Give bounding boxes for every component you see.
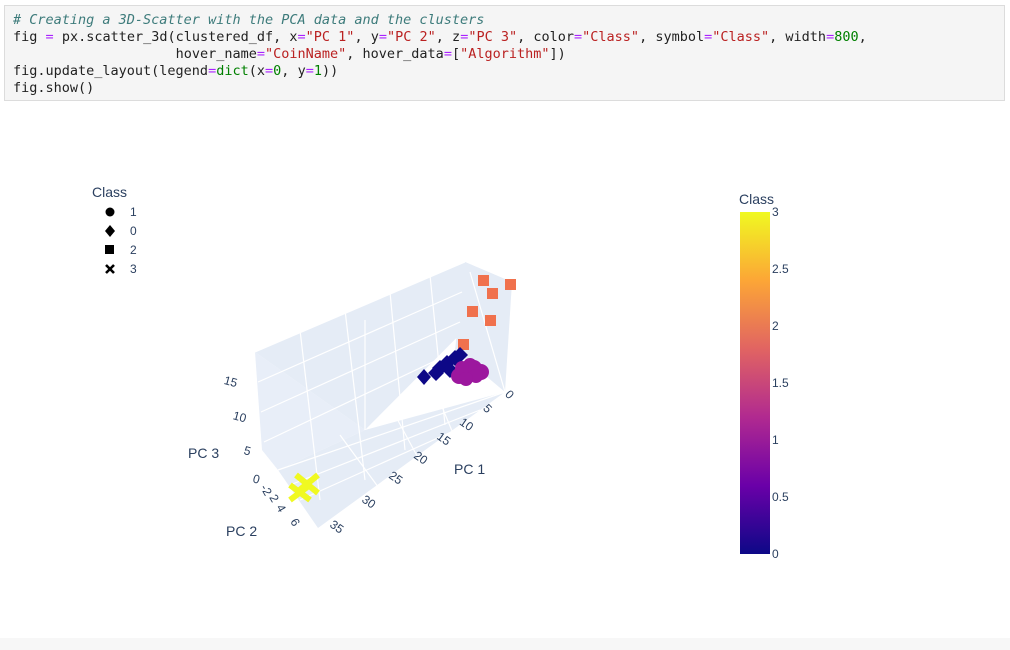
code-line-3: hover_name="CoinName", hover_data=["Algo… <box>175 46 566 62</box>
code-line-5: fig.show() <box>13 80 95 96</box>
legend-item-0[interactable]: 0 <box>105 224 137 238</box>
scatter-3d-plot[interactable]: 15 10 5 0 -2 2 4 6 0 5 10 15 20 25 30 35… <box>0 110 1010 650</box>
diamond-icon <box>105 225 115 237</box>
back-wall-pane <box>255 262 512 430</box>
floor-pane <box>278 392 505 528</box>
colorbar-title: Class <box>739 191 774 207</box>
colorbar-gradient <box>740 212 770 554</box>
data-point[interactable] <box>455 361 469 375</box>
colorbar-tick: 0.5 <box>772 490 789 504</box>
series-class-3 <box>288 472 320 503</box>
y-tick: 6 <box>287 516 303 529</box>
series-class-2 <box>458 275 516 350</box>
code-line-2: fig = px.scatter_3d(clustered_df, x="PC … <box>13 29 867 45</box>
data-point[interactable] <box>458 339 469 350</box>
code-comment: # Creating a 3D-Scatter with the PCA dat… <box>13 12 485 28</box>
y-tick: 4 <box>273 502 289 515</box>
colorbar-tick: 2 <box>772 319 779 333</box>
square-icon <box>105 245 114 254</box>
series-class-1 <box>451 358 489 386</box>
colorbar-tick: 1.5 <box>772 376 789 390</box>
code-line-4: fig.update_layout(legend=dict(x=0, y=1)) <box>13 63 339 79</box>
z-tick: 0 <box>251 471 261 486</box>
legend-item-3[interactable]: 3 <box>105 262 137 276</box>
legend[interactable]: Class 1 0 2 3 <box>92 184 137 276</box>
colorbar-tick: 1 <box>772 433 779 447</box>
data-point[interactable] <box>428 365 444 381</box>
circle-icon <box>105 207 115 217</box>
data-point[interactable] <box>288 482 312 503</box>
data-point[interactable] <box>478 275 489 286</box>
legend-item-1[interactable]: 1 <box>105 205 138 219</box>
legend-title: Class <box>92 184 127 200</box>
z-tick: 15 <box>222 373 239 390</box>
gridlines <box>254 261 506 511</box>
colorbar: Class 3 2.5 2 1.5 1 0.5 0 <box>739 191 789 561</box>
x-icon <box>105 264 115 274</box>
colorbar-tick: 2.5 <box>772 262 789 276</box>
x-axis-title: PC 1 <box>454 461 485 477</box>
x-tick: 35 <box>327 517 346 536</box>
data-point[interactable] <box>487 288 498 299</box>
data-point[interactable] <box>452 347 468 363</box>
cell-footer <box>0 638 1010 650</box>
z-tick: 10 <box>231 408 248 425</box>
data-point[interactable] <box>505 279 516 290</box>
data-point[interactable] <box>417 369 431 385</box>
colorbar-tick: 3 <box>772 205 779 219</box>
z-tick: 5 <box>242 443 252 458</box>
legend-label: 0 <box>130 224 137 238</box>
legend-label: 2 <box>130 243 137 257</box>
data-point[interactable] <box>467 306 478 317</box>
legend-item-2[interactable]: 2 <box>105 243 137 257</box>
code-cell[interactable]: # Creating a 3D-Scatter with the PCA dat… <box>4 5 1005 101</box>
colorbar-tick: 0 <box>772 547 779 561</box>
z-axis-title: PC 3 <box>188 445 219 461</box>
legend-label: 3 <box>130 262 137 276</box>
data-point[interactable] <box>459 372 473 386</box>
data-point[interactable] <box>485 315 496 326</box>
y-axis-title: PC 2 <box>226 523 257 539</box>
legend-label: 1 <box>130 205 137 219</box>
